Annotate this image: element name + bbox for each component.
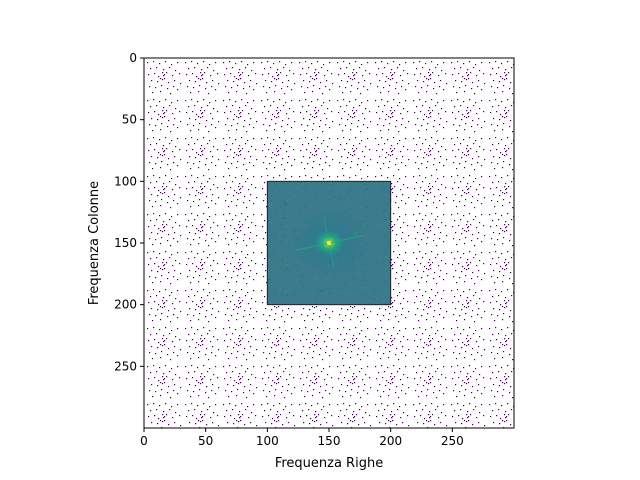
plot-area bbox=[143, 57, 515, 429]
x-tick-label: 150 bbox=[318, 434, 341, 448]
x-tick-label: 0 bbox=[140, 434, 148, 448]
y-tick-label: 100 bbox=[114, 174, 137, 188]
y-axis-label: Frequenza Colonne bbox=[87, 181, 102, 305]
spectrum-inset bbox=[266, 180, 392, 306]
y-tick-label: 250 bbox=[114, 359, 137, 373]
y-tick-label: 200 bbox=[114, 298, 137, 312]
x-axis-label: Frequenza Righe bbox=[275, 456, 383, 471]
x-tick-label: 200 bbox=[379, 434, 402, 448]
x-tick-label: 50 bbox=[198, 434, 213, 448]
y-tick-label: 50 bbox=[122, 113, 137, 127]
x-tick-label: 100 bbox=[256, 434, 279, 448]
y-tick-label: 150 bbox=[114, 236, 137, 250]
x-tick-label: 250 bbox=[441, 434, 464, 448]
x-axis: 0 50 100 150 200 250 bbox=[140, 428, 464, 448]
y-axis: 0 50 100 150 200 250 bbox=[114, 51, 144, 373]
inset-border bbox=[266, 180, 392, 306]
spectrum-peak bbox=[326, 240, 332, 246]
y-tick-label: 0 bbox=[129, 51, 137, 65]
